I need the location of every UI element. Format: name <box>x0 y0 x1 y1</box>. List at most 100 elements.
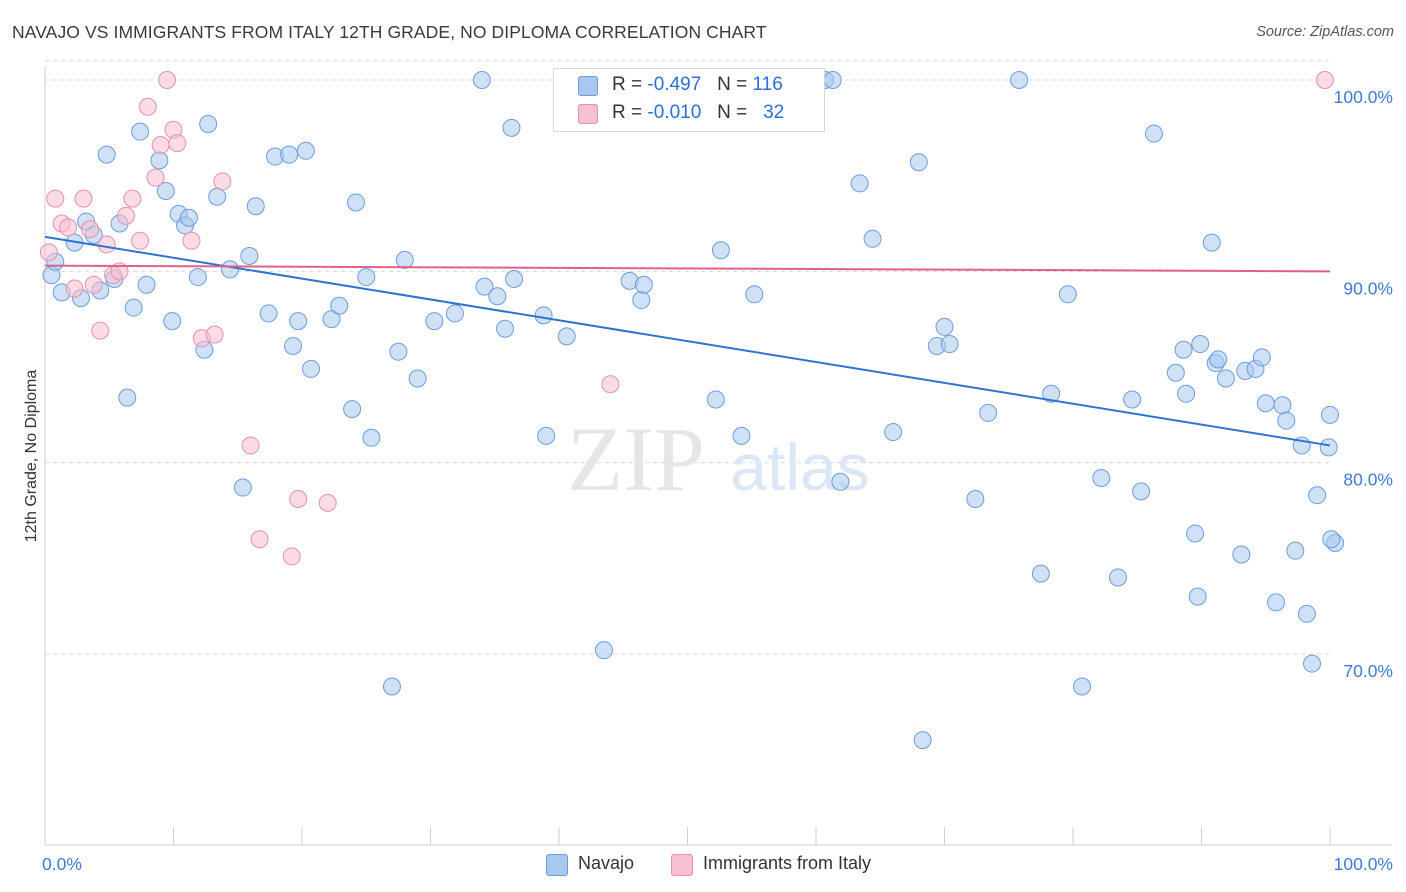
navajo-swatch <box>578 76 598 96</box>
navajo-point <box>1273 396 1292 415</box>
source-label: Source: ZipAtlas.com <box>1256 24 1394 40</box>
series-legend: Navajo Immigrants from Italy <box>0 852 1406 878</box>
navajo-r-value: -0.497 <box>647 74 702 95</box>
navajo-point <box>156 181 175 200</box>
italy-point <box>84 275 103 294</box>
navajo-point <box>706 390 725 409</box>
navajo-point <box>1322 530 1341 549</box>
navajo-point <box>343 400 362 419</box>
navajo-point <box>732 426 751 445</box>
navajo-point <box>1308 486 1327 505</box>
x-tick-label: 100.0% <box>1334 854 1393 874</box>
navajo-point <box>711 241 730 260</box>
navajo-point <box>233 478 252 497</box>
italy-point <box>74 189 93 208</box>
y-axis-label: 12th Grade, No Diploma <box>23 370 40 543</box>
italy-point <box>59 218 78 237</box>
navajo-point <box>913 731 932 750</box>
italy-legend-swatch <box>671 854 693 876</box>
navajo-point <box>472 71 491 89</box>
navajo-point <box>1174 340 1193 359</box>
navajo-point <box>557 327 576 346</box>
navajo-point <box>1267 593 1286 612</box>
navajo-point <box>322 310 341 329</box>
italy-point <box>97 235 116 254</box>
italy-point <box>146 168 165 187</box>
navajo-point <box>935 317 954 336</box>
navajo-point <box>362 428 381 447</box>
chart-title: NAVAJO VS IMMIGRANTS FROM ITALY 12TH GRA… <box>12 22 767 42</box>
navajo-point <box>632 291 651 310</box>
n-label: N = <box>717 102 748 123</box>
navajo-point <box>1209 350 1228 369</box>
italy-point <box>116 206 135 225</box>
navajo-point <box>502 118 521 137</box>
x-tick-label: 0.0% <box>42 854 82 874</box>
italy-point <box>138 97 157 116</box>
italy-point <box>131 231 150 250</box>
navajo-point <box>1042 384 1061 403</box>
navajo-point <box>240 247 259 266</box>
italy-point <box>250 530 269 549</box>
navajo-point <box>408 369 427 388</box>
navajo-point <box>137 275 156 294</box>
navajo-point <box>823 71 842 89</box>
italy-point-group <box>39 71 1334 566</box>
italy-swatch <box>578 104 598 124</box>
watermark-atlas: atlas <box>730 430 869 504</box>
navajo-point <box>1108 568 1127 587</box>
navajo-n-value: 116 <box>752 74 783 95</box>
watermark-zip: ZIP <box>567 408 705 510</box>
italy-point <box>289 490 308 509</box>
navajo-point <box>1297 604 1316 623</box>
y-tick-label: 70.0% <box>1343 661 1393 681</box>
navajo-point <box>488 287 507 306</box>
italy-point <box>601 375 620 394</box>
navajo-point <box>1216 369 1235 388</box>
navajo-point <box>395 250 414 269</box>
navajo-legend-label: Navajo <box>578 853 635 873</box>
italy-trendline <box>44 264 1331 273</box>
italy-point <box>110 262 129 281</box>
navajo-point <box>1286 541 1305 560</box>
navajo-point <box>179 208 198 227</box>
navajo-point <box>1191 335 1210 354</box>
navajo-point <box>289 312 308 331</box>
italy-point <box>213 172 232 191</box>
navajo-point <box>505 269 524 288</box>
navajo-point <box>1132 482 1151 501</box>
navajo-point <box>909 153 928 172</box>
navajo-point <box>1303 654 1322 673</box>
navajo-point <box>124 298 143 317</box>
navajo-point <box>1252 348 1271 367</box>
navajo-point <box>221 260 240 279</box>
italy-point <box>65 279 84 298</box>
navajo-point <box>1186 524 1205 543</box>
stats-legend: R = -0.497 N = 116 R = -0.010 N = 32 <box>553 68 825 132</box>
navajo-point <box>594 641 613 660</box>
navajo-point <box>357 268 376 287</box>
italy-point <box>46 189 65 208</box>
navajo-point <box>979 403 998 422</box>
navajo-point <box>1031 564 1050 583</box>
navajo-point <box>1232 545 1251 564</box>
italy-point <box>151 136 170 155</box>
navajo-point <box>118 388 137 407</box>
italy-n-value: 32 <box>763 102 785 123</box>
navajo-point <box>1166 363 1185 382</box>
navajo-point <box>534 306 553 325</box>
navajo-point <box>346 193 365 212</box>
navajo-point <box>208 187 227 206</box>
navajo-point <box>131 122 150 141</box>
navajo-point <box>425 312 444 331</box>
navajo-point <box>1058 285 1077 304</box>
navajo-point <box>863 229 882 248</box>
navajo-point <box>199 115 218 134</box>
navajo-point <box>1188 587 1207 606</box>
navajo-point <box>966 490 985 509</box>
navajo-point <box>382 677 401 696</box>
italy-point <box>39 243 58 262</box>
italy-point <box>205 325 224 344</box>
navajo-point <box>1144 124 1163 143</box>
